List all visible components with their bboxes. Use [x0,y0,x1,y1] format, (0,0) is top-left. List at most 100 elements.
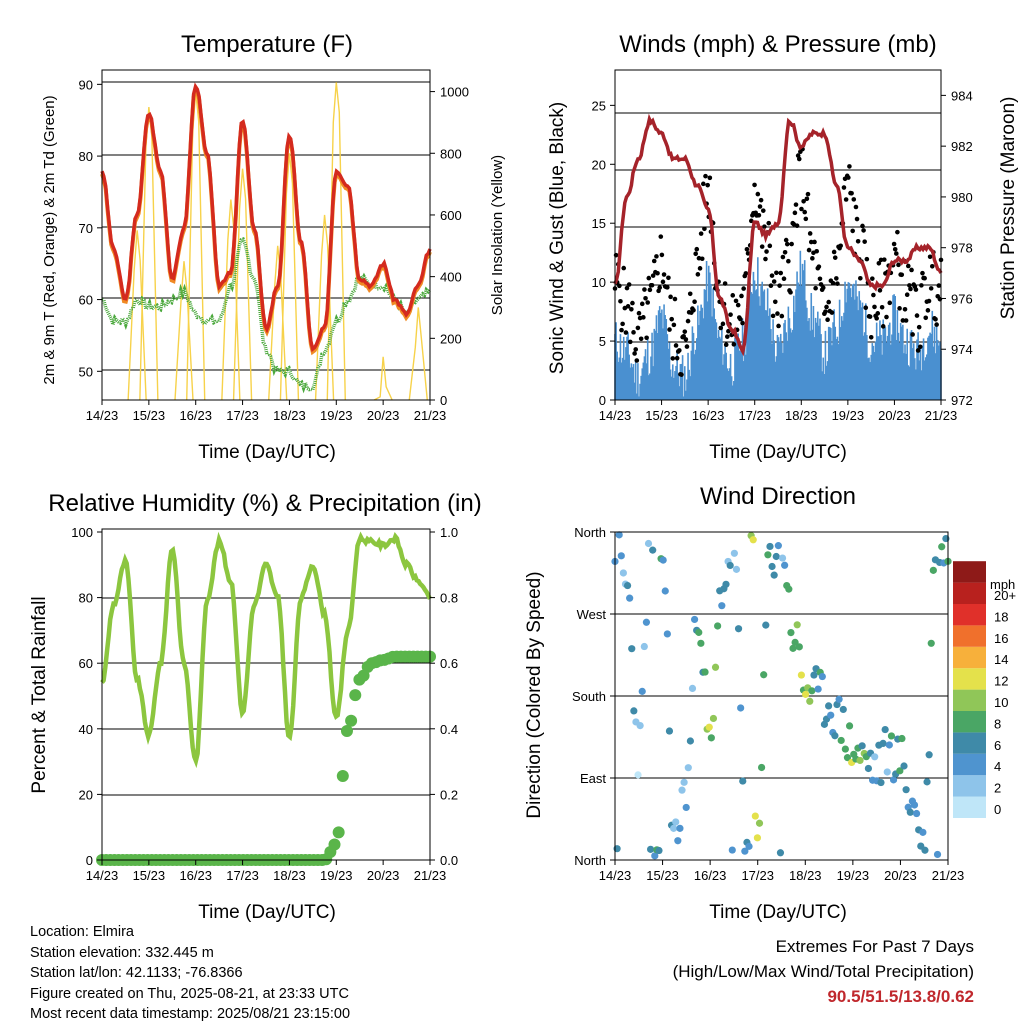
gust-point [915,348,921,353]
direction-left-ticks: North East South West North [572,525,615,868]
gust-point [693,251,698,257]
gust-point [642,287,647,292]
colorbar-label: 18 [994,609,1008,624]
direction-point [726,561,734,570]
gust-point [770,313,776,319]
gust-point [740,320,745,326]
gust-point [634,358,640,363]
winds-x-ticks: 14/23 15/23 16/23 17/23 18/23 19/23 20/23 21/23 [599,400,957,423]
gust-point [882,257,887,262]
x-tick-label: 14/23 [599,408,632,423]
direction-point [841,745,849,753]
direction-tick-label: North [574,525,606,540]
humidity-ylabel-left: Percent & Total Rainfall [29,596,50,793]
gust-point [626,282,632,287]
direction-point [793,621,801,629]
gust-point [841,185,847,190]
solar-series-spike [232,168,253,401]
temperature-xlabel: Time (Day/UTC) [198,442,336,463]
humidity-left-ticks: 0 20 40 60 80 100 [71,525,102,868]
gust-point [629,306,634,312]
y-tick-label: 50 [79,364,93,379]
humidity-x-ticks: 14/23 15/23 16/23 17/23 18/23 19/23 20/23 21/23 [86,860,447,883]
gust-point [618,298,623,304]
gust-point [668,294,673,300]
gust-point [748,218,754,224]
y-tick-label: 0.6 [440,656,458,671]
direction-point [831,732,839,740]
gust-point [862,239,867,244]
gust-point [831,249,837,255]
direction-point [649,546,657,554]
y-tick-label: 974 [951,342,973,357]
gust-point [772,299,778,305]
direction-point [741,847,749,855]
gust-point [796,156,802,162]
winds-xlabel: Time (Day/UTC) [709,442,847,463]
direction-point [680,778,688,786]
gust-point [834,276,839,281]
gust-point [933,317,938,322]
winds-plot-frame [614,69,942,401]
gust-point [814,248,820,254]
dewpoint-series-line [101,237,432,394]
direction-point [896,767,904,775]
gust-point [699,256,705,262]
direction-point [640,642,648,651]
gust-point [855,238,861,244]
gust-point [794,223,800,229]
gust-point [803,216,809,222]
gust-point [691,307,696,313]
x-tick-label: 15/23 [645,408,678,423]
gust-point [636,310,642,316]
gust-point [778,270,784,276]
colorbar-swatch [953,561,986,583]
winds-title: Winds (mph) & Pressure (mb) [619,31,936,58]
direction-point [676,824,684,832]
direction-point [827,711,835,719]
colorbar-label: 12 [994,674,1008,689]
x-tick-label: 21/23 [932,868,965,883]
gust-point [658,234,664,239]
direction-point [751,812,759,820]
gust-point [927,254,933,260]
gust-point [660,279,666,285]
gust-point [698,231,704,236]
direction-point [734,625,743,633]
direction-point [705,723,713,731]
gust-point [799,206,804,212]
direction-point [885,741,893,749]
gust-point [666,275,671,281]
gust-point [780,254,786,260]
colorbar-label: 10 [994,695,1008,710]
gust-point [625,304,631,309]
x-tick-label: 17/23 [226,868,259,883]
direction-point [739,777,747,785]
x-tick-label: 21/23 [414,868,447,883]
colorbar-swatch [953,711,986,733]
gust-point [824,304,829,310]
direction-point [617,552,625,560]
gust-point [868,334,874,340]
y-tick-label: 60 [79,656,93,671]
direction-tick-label: West [577,607,607,622]
direction-point [845,722,854,730]
gust-point [728,312,733,317]
gust-point [876,260,882,266]
x-tick-label: 20/23 [367,868,400,883]
x-tick-label: 15/23 [133,408,166,423]
temperature-ylabel-right: Solar Insolation (Yellow) [489,155,506,315]
gust-point [633,347,639,352]
gust-point [808,239,814,245]
gust-point [725,334,730,339]
gust-point [891,241,897,247]
colorbar-label: 4 [994,759,1001,774]
direction-point [912,809,921,818]
direction-point [745,842,753,850]
direction-point [839,705,847,714]
direction-point [774,542,782,550]
gust-point [659,252,665,258]
gust-point [816,264,822,269]
gust-point [643,295,648,301]
x-tick-label: 21/23 [414,408,447,423]
